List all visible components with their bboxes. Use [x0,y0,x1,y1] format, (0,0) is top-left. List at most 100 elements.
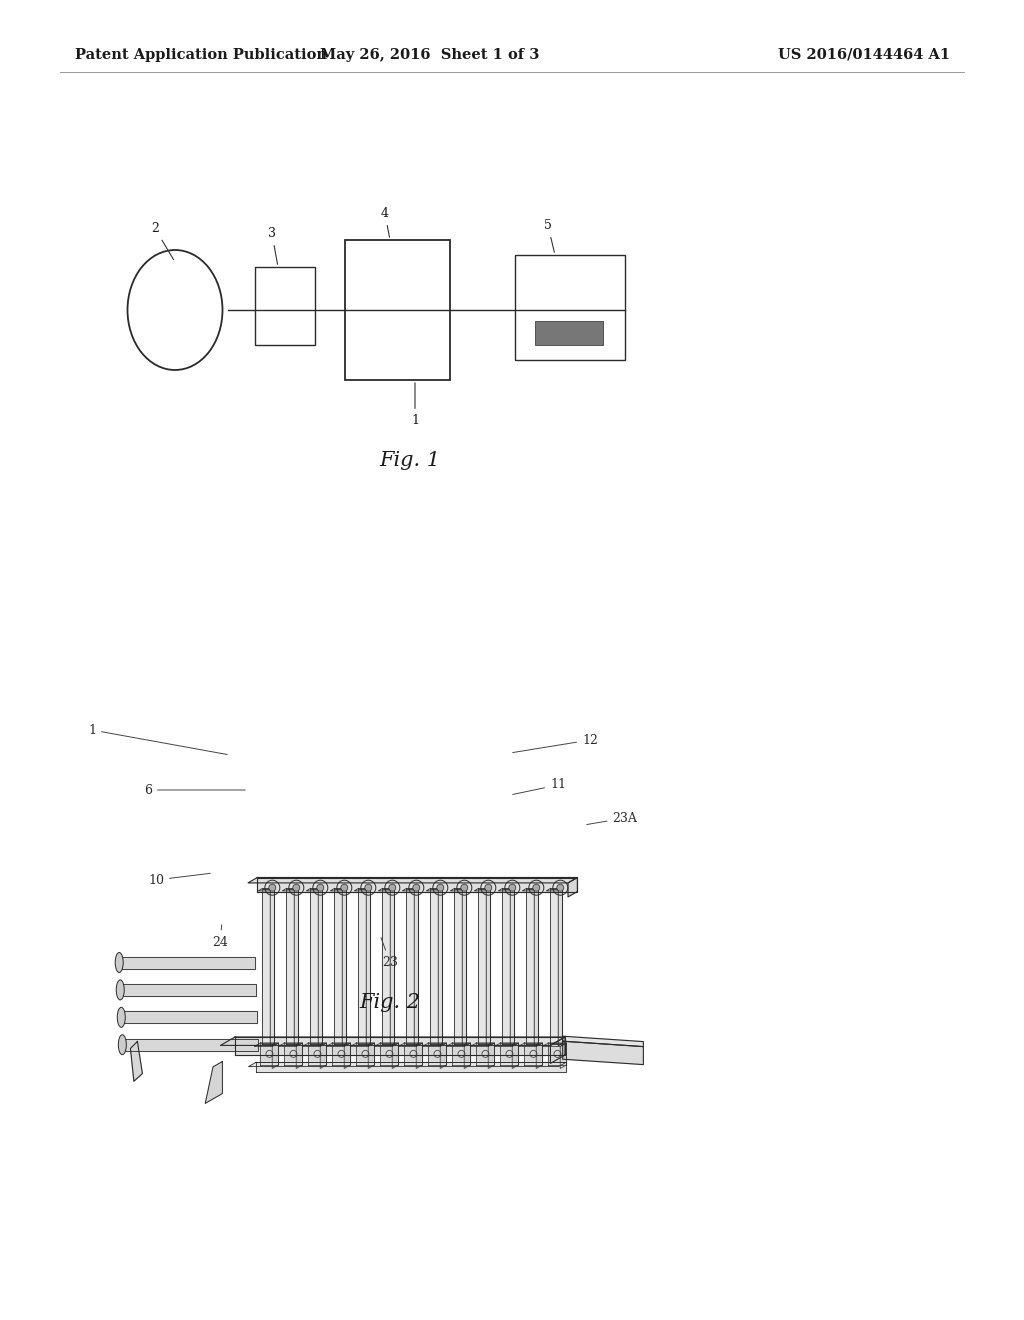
Text: 5: 5 [544,219,554,252]
Text: 12: 12 [513,734,598,752]
Circle shape [269,884,275,891]
Polygon shape [426,888,442,891]
Polygon shape [512,1043,518,1068]
Circle shape [365,884,372,891]
Polygon shape [260,1043,279,1065]
Polygon shape [440,1043,446,1068]
Bar [345,240,450,380]
Polygon shape [272,1043,279,1068]
Text: 24: 24 [212,925,228,949]
Polygon shape [542,1043,566,1047]
Polygon shape [422,1043,446,1047]
Text: Fig. 1: Fig. 1 [380,450,440,470]
Polygon shape [249,1063,566,1067]
Polygon shape [563,1036,643,1047]
Polygon shape [342,888,346,1045]
Polygon shape [407,888,419,1044]
Circle shape [293,884,300,891]
Polygon shape [256,1063,566,1072]
Text: Fig. 2: Fig. 2 [359,993,421,1011]
Text: 23A: 23A [587,812,637,825]
Polygon shape [526,888,539,1044]
Text: 1: 1 [88,723,227,755]
Polygon shape [453,1043,470,1065]
Text: 3: 3 [268,227,278,264]
Polygon shape [279,1043,302,1047]
Polygon shape [558,888,562,1045]
Polygon shape [356,1043,375,1065]
Polygon shape [416,1043,423,1068]
Polygon shape [283,888,298,891]
Polygon shape [563,1041,643,1065]
Circle shape [461,884,468,891]
Polygon shape [518,1043,543,1047]
Polygon shape [398,1043,423,1047]
Polygon shape [308,1043,327,1065]
Ellipse shape [115,953,123,973]
Ellipse shape [118,1007,125,1027]
Polygon shape [415,888,419,1045]
Polygon shape [358,888,371,1044]
Polygon shape [476,1043,495,1065]
Polygon shape [451,888,466,891]
Polygon shape [354,888,371,891]
Polygon shape [390,888,394,1045]
Polygon shape [392,1043,398,1068]
Polygon shape [524,1043,543,1065]
Polygon shape [367,888,371,1045]
Circle shape [437,884,443,891]
Text: 11: 11 [513,779,566,795]
Polygon shape [402,888,419,891]
Polygon shape [124,1011,257,1023]
Polygon shape [333,1043,350,1065]
Polygon shape [310,888,323,1044]
Circle shape [389,884,396,891]
Polygon shape [551,1038,565,1064]
Ellipse shape [117,979,124,1001]
Polygon shape [374,1043,398,1047]
Text: Patent Application Publication: Patent Application Publication [75,48,327,62]
Polygon shape [499,888,514,891]
Text: 4: 4 [381,207,389,238]
Polygon shape [464,1043,470,1068]
Polygon shape [535,888,539,1045]
Polygon shape [205,1061,222,1104]
Polygon shape [344,1043,350,1068]
Polygon shape [335,888,346,1044]
Polygon shape [125,1039,258,1051]
Polygon shape [234,1038,565,1055]
Polygon shape [486,888,490,1045]
Circle shape [413,884,420,891]
Polygon shape [446,1043,470,1047]
Polygon shape [488,1043,495,1068]
Polygon shape [306,888,323,891]
Polygon shape [510,888,514,1045]
Polygon shape [495,1043,518,1047]
Polygon shape [270,888,274,1045]
Circle shape [484,884,492,891]
Polygon shape [321,1043,327,1068]
Bar [515,255,625,360]
Polygon shape [254,1043,279,1047]
Polygon shape [122,957,255,969]
Polygon shape [560,1043,566,1068]
Polygon shape [296,1043,302,1068]
Text: 23: 23 [381,937,398,969]
Circle shape [316,884,324,891]
Polygon shape [294,888,298,1045]
Polygon shape [220,1038,565,1045]
Circle shape [509,884,516,891]
Polygon shape [474,888,490,891]
Polygon shape [378,888,394,891]
Text: 2: 2 [152,222,174,260]
Text: US 2016/0144464 A1: US 2016/0144464 A1 [778,48,950,62]
Bar [535,321,603,345]
Circle shape [557,884,564,891]
Polygon shape [462,888,466,1045]
Polygon shape [258,888,274,891]
Polygon shape [327,1043,350,1047]
Bar [255,267,315,345]
Polygon shape [501,1043,518,1065]
Polygon shape [478,888,490,1044]
Polygon shape [438,888,442,1045]
